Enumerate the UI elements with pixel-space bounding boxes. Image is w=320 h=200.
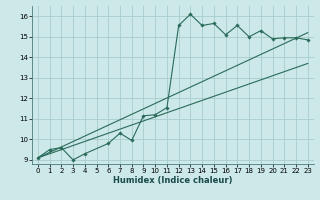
- X-axis label: Humidex (Indice chaleur): Humidex (Indice chaleur): [113, 176, 233, 185]
